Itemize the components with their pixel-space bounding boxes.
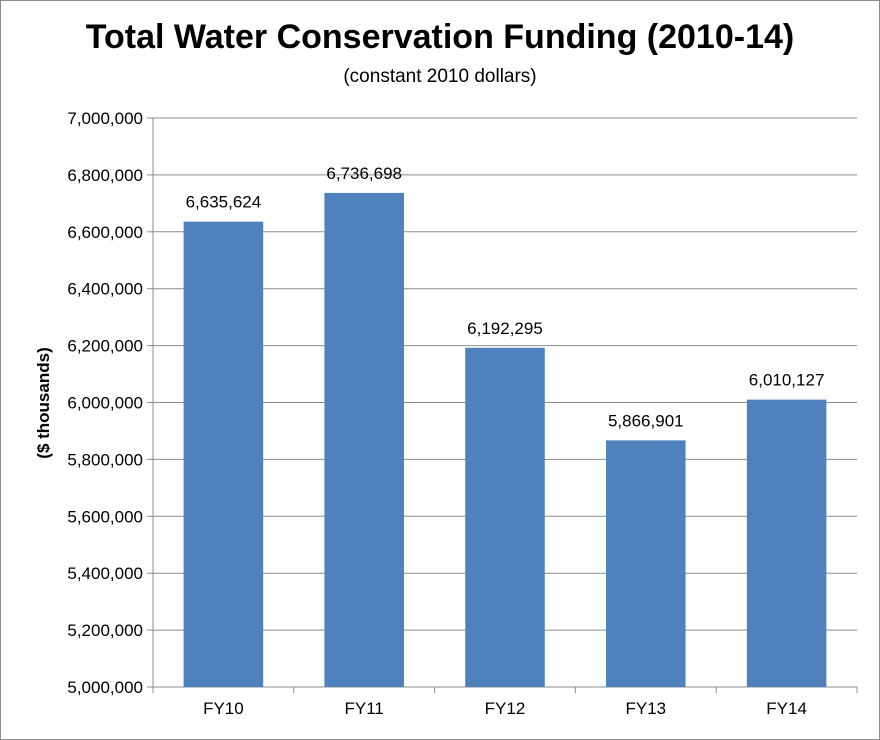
- chart-subtitle: (constant 2010 dollars): [343, 66, 537, 87]
- y-tick-label: 5,400,000: [67, 564, 143, 583]
- y-tick-label: 5,600,000: [67, 507, 143, 526]
- data-label: 5,866,901: [608, 411, 684, 430]
- y-tick-label: 5,800,000: [67, 450, 143, 469]
- data-label: 6,010,127: [749, 371, 825, 390]
- y-tick-label: 6,000,000: [67, 394, 143, 413]
- y-tick-label: 6,600,000: [67, 223, 143, 242]
- data-label: 6,192,295: [467, 319, 543, 338]
- y-tick-label: 6,800,000: [67, 166, 143, 185]
- bar: [183, 221, 264, 687]
- bar: [606, 440, 686, 687]
- bar: [746, 399, 827, 687]
- y-tick-label: 6,200,000: [67, 337, 143, 356]
- labels: 5,000,000 5,200,000 5,400,000 5,600,000 5,80…: [67, 109, 824, 718]
- data-label: 6,635,624: [186, 193, 262, 212]
- bars: [183, 192, 827, 687]
- x-tick-label: FY11: [345, 699, 384, 718]
- y-tick-label: 7,000,000: [67, 109, 143, 128]
- x-tick-label: FY13: [625, 699, 666, 718]
- y-tick-label: 5,000,000: [67, 678, 143, 697]
- chart-title: Total Water Conservation Funding (2010-1…: [85, 18, 795, 56]
- bar: [324, 192, 404, 687]
- data-label: 6,736,698: [326, 164, 402, 183]
- x-tick-label: FY10: [203, 699, 244, 718]
- y-tick-label: 5,200,000: [67, 621, 143, 640]
- x-tick-label: FY12: [485, 699, 526, 718]
- x-tick-label: FY14: [766, 699, 807, 718]
- bar: [465, 347, 545, 687]
- y-axis-title: ($ thousands): [34, 347, 53, 458]
- y-tick-label: 6,400,000: [67, 280, 143, 299]
